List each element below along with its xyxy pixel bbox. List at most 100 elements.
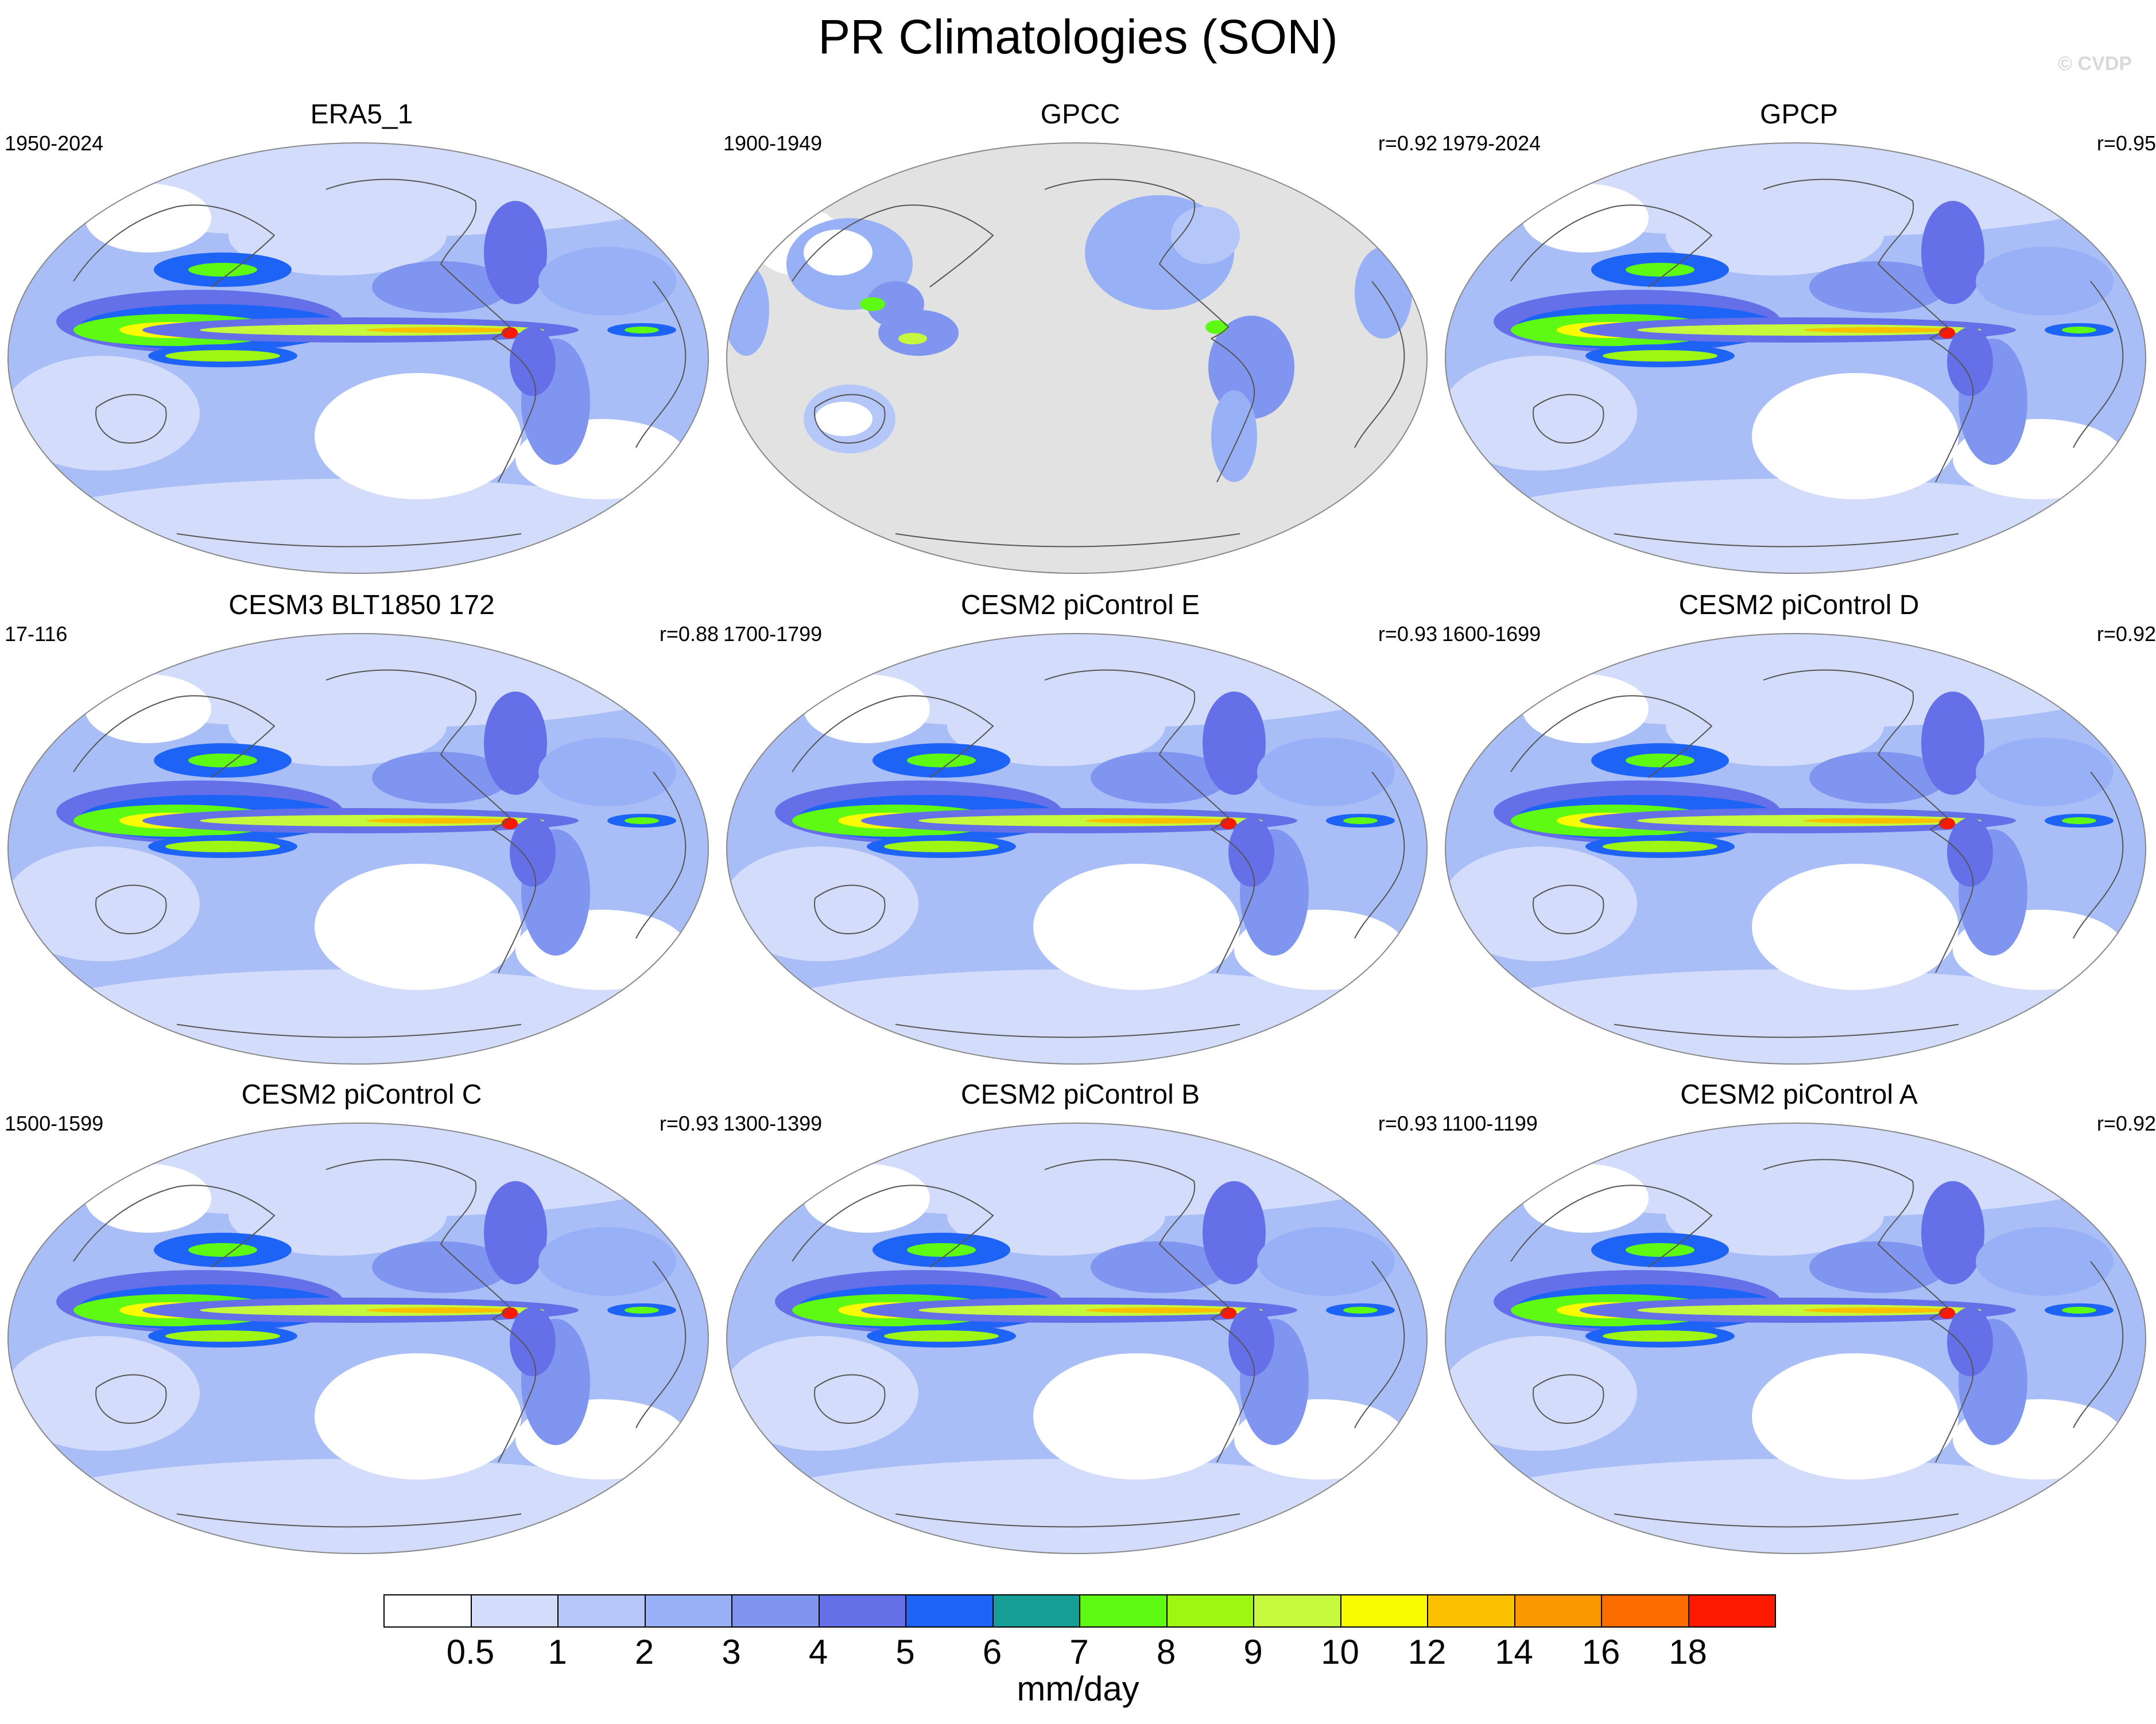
map-field bbox=[8, 1123, 708, 1554]
precip-region bbox=[1804, 1307, 1953, 1313]
coastline bbox=[176, 533, 522, 548]
precip-region bbox=[1522, 674, 1649, 743]
map-boundary bbox=[7, 633, 709, 1065]
panel-period: 1600-1699 bbox=[1442, 622, 1541, 646]
map-boundary bbox=[726, 1123, 1428, 1554]
colorbar-tick-label: 4 bbox=[808, 1633, 828, 1671]
watermark: © CVDP bbox=[2058, 53, 2132, 75]
panel-period: 1900-1949 bbox=[723, 131, 823, 155]
precip-region bbox=[884, 841, 999, 852]
colorbar-swatch bbox=[905, 1594, 994, 1628]
map-panel: CESM2 piControl E 1700-1799 r=0.93 bbox=[723, 588, 1437, 1065]
colorbar-tick-label: 7 bbox=[1069, 1633, 1089, 1671]
coastline bbox=[1533, 394, 1604, 444]
coastline bbox=[95, 884, 167, 934]
map-panel: GPCP 1979-2024 r=0.95 bbox=[1442, 98, 2156, 574]
precip-region bbox=[884, 1330, 999, 1342]
colorbar-tick-label: 14 bbox=[1495, 1633, 1533, 1671]
precip-region bbox=[1603, 1330, 1717, 1342]
precip-region bbox=[165, 1330, 280, 1342]
panel-title: CESM2 piControl E bbox=[960, 590, 1200, 620]
precip-region bbox=[1939, 818, 1955, 829]
precip-region bbox=[1343, 817, 1378, 824]
coastline bbox=[73, 1185, 276, 1268]
world-map bbox=[7, 1123, 709, 1554]
colorbar-units: mm/day bbox=[1017, 1669, 1139, 1708]
map-panel: CESM2 piControl D 1600-1699 r=0.92 bbox=[1442, 588, 2156, 1065]
precip-region bbox=[315, 1353, 521, 1480]
map-boundary bbox=[7, 142, 709, 574]
colorbar-tick-label: 18 bbox=[1669, 1633, 1707, 1671]
precip-region bbox=[85, 674, 211, 743]
precip-region bbox=[947, 1175, 1165, 1256]
coastline bbox=[1044, 178, 1230, 339]
precip-region bbox=[8, 1336, 200, 1451]
colorbar-tick-label: 5 bbox=[895, 1633, 915, 1671]
precip-region bbox=[727, 1336, 918, 1451]
map-boundary bbox=[7, 1123, 709, 1554]
precip-region bbox=[188, 754, 257, 767]
panel-title: CESM2 piControl D bbox=[1678, 590, 1920, 620]
coastline bbox=[792, 204, 994, 288]
precip-region bbox=[804, 230, 873, 275]
precip-region bbox=[1205, 320, 1228, 334]
precip-region bbox=[510, 818, 556, 887]
precip-region bbox=[1171, 207, 1240, 264]
map-panel: GPCC 1900-1949 r=0.92 bbox=[723, 98, 1437, 574]
world-map bbox=[7, 142, 709, 574]
precip-region bbox=[1752, 864, 1959, 990]
precip-region bbox=[804, 674, 930, 743]
precip-region bbox=[1220, 1307, 1236, 1319]
precip-region bbox=[2062, 817, 2096, 824]
precip-region bbox=[1257, 737, 1395, 806]
precip-region bbox=[1203, 1181, 1266, 1284]
panel-correlation: r=0.92 bbox=[2096, 622, 2156, 646]
world-map bbox=[726, 633, 1428, 1065]
map-field bbox=[8, 634, 708, 1064]
coastline bbox=[792, 695, 994, 778]
colorbar-tick-label: 6 bbox=[982, 1633, 1002, 1671]
coastline bbox=[814, 1374, 886, 1424]
coastline bbox=[2073, 1261, 2124, 1428]
coastline bbox=[2073, 281, 2124, 448]
coastline bbox=[895, 533, 1240, 548]
precip-region bbox=[165, 841, 280, 852]
precip-region bbox=[228, 686, 447, 766]
precip-region bbox=[1211, 390, 1257, 482]
colorbar-swatch bbox=[1688, 1594, 1776, 1628]
precip-region bbox=[1921, 201, 1984, 304]
panel-title: CESM2 piControl C bbox=[241, 1080, 482, 1110]
colorbar-tick-label: 2 bbox=[634, 1633, 654, 1671]
colorbar-tick-label: 3 bbox=[722, 1633, 741, 1671]
precip-region bbox=[1947, 1307, 1993, 1376]
coastline bbox=[95, 394, 167, 444]
coastline bbox=[814, 394, 886, 444]
colorbar-swatch bbox=[644, 1594, 732, 1628]
map-panel: CESM2 piControl C 1500-1599 r=0.93 bbox=[5, 1078, 719, 1554]
precip-region bbox=[1976, 247, 2114, 316]
coastline bbox=[1354, 281, 1405, 448]
colorbar-swatch bbox=[731, 1594, 820, 1628]
precip-region bbox=[85, 1164, 211, 1233]
precip-region bbox=[907, 754, 976, 767]
colorbar-swatch bbox=[1166, 1594, 1254, 1628]
precip-region bbox=[1220, 818, 1236, 829]
map-field bbox=[727, 143, 1427, 573]
map-field bbox=[1445, 634, 2146, 1064]
precip-region bbox=[625, 327, 659, 333]
map-panel: CESM2 piControl A 1100-1199 r=0.92 bbox=[1442, 1078, 2156, 1554]
coastline bbox=[492, 338, 537, 483]
coastline bbox=[73, 204, 276, 288]
precip-region bbox=[484, 1181, 547, 1284]
precip-region bbox=[372, 752, 510, 803]
precip-region bbox=[8, 847, 200, 961]
coastline bbox=[1211, 829, 1255, 973]
panel-period: 1300-1399 bbox=[723, 1112, 823, 1135]
coastline bbox=[325, 178, 511, 339]
coastline bbox=[1929, 338, 1974, 483]
coastline bbox=[1614, 533, 1959, 548]
coastline bbox=[895, 1024, 1240, 1038]
world-map bbox=[7, 633, 709, 1065]
colorbar-swatch bbox=[1601, 1594, 1689, 1628]
precip-region bbox=[188, 263, 257, 277]
